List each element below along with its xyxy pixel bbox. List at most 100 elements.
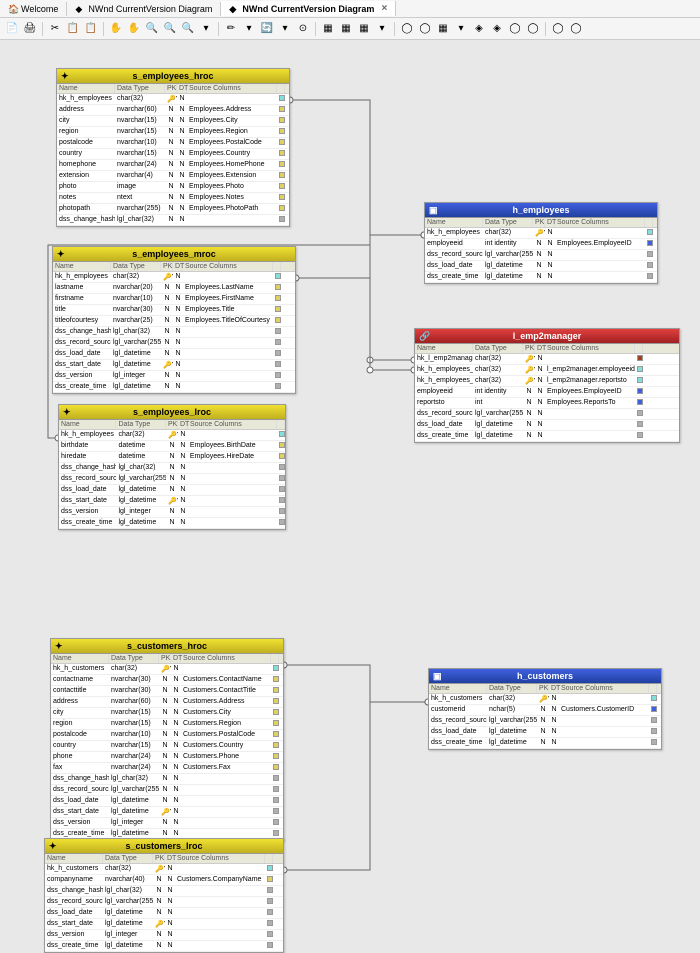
toolbar-button[interactable]: ▾ <box>374 21 390 37</box>
table-row[interactable]: phonenvarchar(24)NNCustomers.Phone <box>51 752 283 763</box>
entity-s_employees_lroc[interactable]: ✦s_employees_lrocNameData TypePKDTSource… <box>58 404 286 530</box>
table-row[interactable]: postalcodenvarchar(10)NNCustomers.Postal… <box>51 730 283 741</box>
toolbar-button[interactable]: ✏ <box>223 21 239 37</box>
entity-l_emp2manager[interactable]: 🔗l_emp2managerNameData TypePKDTSource Co… <box>414 328 680 443</box>
table-row[interactable]: titleofcourtesynvarchar(25)NNEmployees.T… <box>53 316 295 327</box>
toolbar-button[interactable]: ◈ <box>489 21 505 37</box>
table-row[interactable]: photoimageNNEmployees.Photo <box>57 182 289 193</box>
table-row[interactable]: dss_versionlgl_integerNN <box>53 371 295 382</box>
table-row[interactable]: hk_h_employees_reportstochar(32)🔑YNl_emp… <box>415 376 679 387</box>
toolbar-button[interactable]: 🖨 <box>22 21 38 37</box>
toolbar-button[interactable]: ▦ <box>338 21 354 37</box>
table-row[interactable]: hk_h_employeeschar(32)🔑YN <box>53 272 295 283</box>
table-row[interactable]: reportstointNNEmployees.ReportsTo <box>415 398 679 409</box>
entity-header[interactable]: ✦s_employees_mroc <box>53 247 295 262</box>
table-row[interactable]: hk_l_emp2managerchar(32)🔑YN <box>415 354 679 365</box>
table-row[interactable]: regionnvarchar(15)NNEmployees.Region <box>57 127 289 138</box>
table-row[interactable]: dss_load_datelgl_datetimeNN <box>429 727 661 738</box>
toolbar-button[interactable]: ▾ <box>198 21 214 37</box>
entity-h_employees[interactable]: ▣h_employeesNameData TypePKDTSource Colu… <box>424 202 658 284</box>
table-row[interactable]: dss_start_datelgl_datetime🔑YN <box>51 807 283 818</box>
entity-header[interactable]: ✦s_employees_lroc <box>59 405 285 420</box>
table-row[interactable]: dss_change_hashlgl_char(32)NN <box>45 886 283 897</box>
table-row[interactable]: dss_record_sourcelgl_varchar(255)NN <box>425 250 657 261</box>
table-row[interactable]: lastnamenvarchar(20)NNEmployees.LastName <box>53 283 295 294</box>
tab[interactable]: ◆NWnd CurrentVersion Diagram× <box>221 1 396 16</box>
toolbar-button[interactable]: ◯ <box>399 21 415 37</box>
toolbar-button[interactable]: ✂ <box>47 21 63 37</box>
table-row[interactable]: dss_start_datelgl_datetime🔑YN <box>59 496 285 507</box>
toolbar-button[interactable]: 🔄 <box>259 21 275 37</box>
toolbar-button[interactable]: ▾ <box>277 21 293 37</box>
table-row[interactable]: employeeidint identityNNEmployees.Employ… <box>415 387 679 398</box>
table-row[interactable]: hk_h_employees_employeeidchar(32)🔑YNl_em… <box>415 365 679 376</box>
tab[interactable]: ◆NWnd CurrentVersion Diagram <box>67 2 221 16</box>
table-row[interactable]: dss_load_datelgl_datetimeNN <box>415 420 679 431</box>
table-row[interactable]: dss_change_hashlgl_char(32)NN <box>57 215 289 226</box>
table-row[interactable]: countrynvarchar(15)NNCustomers.Country <box>51 741 283 752</box>
toolbar-button[interactable]: ⊙ <box>295 21 311 37</box>
entity-header[interactable]: ▣h_employees <box>425 203 657 218</box>
table-row[interactable]: addressnvarchar(60)NNCustomers.Address <box>51 697 283 708</box>
toolbar-button[interactable]: ▾ <box>241 21 257 37</box>
table-row[interactable]: hk_h_customerschar(32)🔑YN <box>429 694 661 705</box>
table-row[interactable]: dss_create_timelgl_datetimeNN <box>53 382 295 393</box>
table-row[interactable]: dss_change_hashlgl_char(32)NN <box>53 327 295 338</box>
table-row[interactable]: dss_create_timelgl_datetimeNN <box>45 941 283 952</box>
table-row[interactable]: dss_record_sourcelgl_varchar(255)NN <box>59 474 285 485</box>
table-row[interactable]: dss_create_timelgl_datetimeNN <box>415 431 679 442</box>
table-row[interactable]: dss_load_datelgl_datetimeNN <box>45 908 283 919</box>
table-row[interactable]: dss_load_datelgl_datetimeNN <box>51 796 283 807</box>
table-row[interactable]: dss_versionlgl_integerNN <box>45 930 283 941</box>
toolbar-button[interactable]: ▦ <box>356 21 372 37</box>
table-row[interactable]: dss_load_datelgl_datetimeNN <box>59 485 285 496</box>
table-row[interactable]: dss_change_hashlgl_char(32)NN <box>51 774 283 785</box>
toolbar-button[interactable]: 📋 <box>83 21 99 37</box>
table-row[interactable]: regionnvarchar(15)NNCustomers.Region <box>51 719 283 730</box>
table-row[interactable]: contactnamenvarchar(30)NNCustomers.Conta… <box>51 675 283 686</box>
table-row[interactable]: dss_record_sourcelgl_varchar(255)NN <box>51 785 283 796</box>
table-row[interactable]: titlenvarchar(30)NNEmployees.Title <box>53 305 295 316</box>
entity-s_employees_mroc[interactable]: ✦s_employees_mrocNameData TypePKDTSource… <box>52 246 296 394</box>
toolbar-button[interactable]: ◈ <box>471 21 487 37</box>
entity-h_customers[interactable]: ▣h_customersNameData TypePKDTSource Colu… <box>428 668 662 750</box>
table-row[interactable]: hiredatedatetimeNNEmployees.HireDate <box>59 452 285 463</box>
table-row[interactable]: dss_record_sourcelgl_varchar(255)NN <box>415 409 679 420</box>
entity-header[interactable]: ✦s_customers_hroc <box>51 639 283 654</box>
table-row[interactable]: dss_change_hashlgl_char(32)NN <box>59 463 285 474</box>
table-row[interactable]: countrynvarchar(15)NNEmployees.Country <box>57 149 289 160</box>
table-row[interactable]: photopathnvarchar(255)NNEmployees.PhotoP… <box>57 204 289 215</box>
table-row[interactable]: extensionnvarchar(4)NNEmployees.Extensio… <box>57 171 289 182</box>
toolbar-button[interactable]: 📋 <box>65 21 81 37</box>
table-row[interactable]: dss_record_sourcelgl_varchar(255)NN <box>429 716 661 727</box>
table-row[interactable]: hk_h_customerschar(32)🔑YN <box>51 664 283 675</box>
table-row[interactable]: notesntextNNEmployees.Notes <box>57 193 289 204</box>
table-row[interactable]: dss_versionlgl_integerNN <box>51 818 283 829</box>
table-row[interactable]: employeeidint identityNNEmployees.Employ… <box>425 239 657 250</box>
toolbar-button[interactable]: ◯ <box>568 21 584 37</box>
table-row[interactable]: companynamenvarchar(40)NNCustomers.Compa… <box>45 875 283 886</box>
close-icon[interactable]: × <box>381 3 387 14</box>
table-row[interactable]: citynvarchar(15)NNCustomers.City <box>51 708 283 719</box>
table-row[interactable]: hk_h_employeeschar(32)🔑YN <box>425 228 657 239</box>
table-row[interactable]: hk_h_employeeschar(32)🔑YN <box>59 430 285 441</box>
table-row[interactable]: dss_record_sourcelgl_varchar(255)NN <box>53 338 295 349</box>
table-row[interactable]: hk_h_employeeschar(32)🔑YN <box>57 94 289 105</box>
entity-header[interactable]: ✦s_employees_hroc <box>57 69 289 84</box>
table-row[interactable]: birthdatedatetimeNNEmployees.BirthDate <box>59 441 285 452</box>
table-row[interactable]: dss_versionlgl_integerNN <box>59 507 285 518</box>
toolbar-button[interactable]: ◯ <box>507 21 523 37</box>
table-row[interactable]: firstnamenvarchar(10)NNEmployees.FirstNa… <box>53 294 295 305</box>
tab[interactable]: 🏠Welcome <box>0 2 67 16</box>
toolbar-button[interactable]: 📄 <box>4 21 20 37</box>
table-row[interactable]: contacttitlenvarchar(30)NNCustomers.Cont… <box>51 686 283 697</box>
table-row[interactable]: dss_record_sourcelgl_varchar(255)NN <box>45 897 283 908</box>
toolbar-button[interactable]: 🔍 <box>144 21 160 37</box>
table-row[interactable]: dss_create_timelgl_datetimeNN <box>59 518 285 529</box>
table-row[interactable]: addressnvarchar(60)NNEmployees.Address <box>57 105 289 116</box>
table-row[interactable]: customeridnchar(5)NNCustomers.CustomerID <box>429 705 661 716</box>
table-row[interactable]: dss_start_datelgl_datetime🔑YN <box>45 919 283 930</box>
toolbar-button[interactable]: ✋ <box>126 21 142 37</box>
toolbar-button[interactable]: ▦ <box>320 21 336 37</box>
toolbar-button[interactable]: ◯ <box>525 21 541 37</box>
